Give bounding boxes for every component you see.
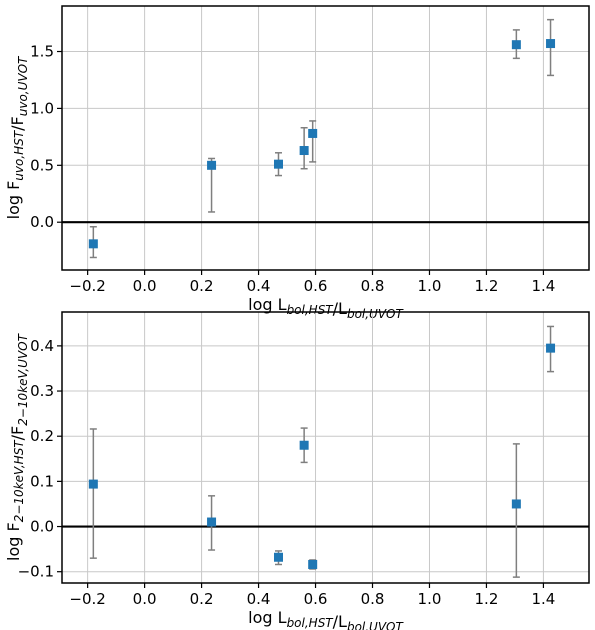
x-tick-label: 1.0 [418, 590, 442, 608]
data-point [207, 160, 217, 170]
x-tick-label: 1.0 [418, 277, 442, 295]
x-tick-label: 0.4 [247, 590, 271, 608]
x-tick-label: 0.6 [304, 590, 328, 608]
x-tick-label: −0.2 [69, 277, 105, 295]
data-point [511, 40, 521, 50]
chart-panel-bottom: −0.2 0.0 0.2 0.4 0.6 0.8 1.0 1.2 1.4 −0.1 0.0 0.1 0.… [4, 311, 590, 630]
x-tick-label: 0.0 [133, 590, 157, 608]
y-tick-label: 0.4 [30, 337, 54, 355]
data-point [88, 239, 98, 249]
y-axis-label: log Fuvo,HST/Fuvo,UVOT [4, 55, 30, 219]
y-tick-label: 0.0 [30, 518, 54, 536]
x-tick-label: 1.2 [475, 277, 499, 295]
data-point [207, 517, 217, 527]
y-tick-label: −0.1 [18, 563, 54, 581]
chart-panel-top: −0.2 0.0 0.2 0.4 0.6 0.8 1.0 1.2 1.4 0.0 0.5 1.0 1.5… [4, 5, 590, 321]
data-point [299, 146, 309, 156]
x-tick-label: −0.2 [69, 590, 105, 608]
x-tick-label: 0.0 [133, 277, 157, 295]
x-tick-label: 0.8 [361, 590, 385, 608]
y-tick-label: 0.5 [30, 156, 54, 174]
y-tick-label: 0.0 [30, 213, 54, 231]
x-tick-label: 0.4 [247, 277, 271, 295]
y-tick-label: 1.5 [30, 43, 54, 61]
plot-frame [61, 5, 590, 271]
y-tick-label: 0.1 [30, 472, 54, 490]
y-axis-label: log F2−10keV,HST/F2−10keV,UVOT [4, 332, 30, 561]
x-tick-label: 1.2 [475, 590, 499, 608]
y-tick-label: 0.3 [30, 382, 54, 400]
x-tick-label: 1.4 [531, 590, 555, 608]
x-tick-label: 1.4 [531, 277, 555, 295]
x-axis-label: log Lbol,HST/Lbol,UVOT [248, 295, 404, 321]
data-point [511, 499, 521, 509]
data-point [546, 39, 556, 49]
data-point [299, 440, 309, 450]
data-point [308, 559, 318, 569]
data-point [546, 343, 556, 353]
plot-frame [61, 311, 590, 584]
y-tick-label: 1.0 [30, 99, 54, 117]
x-axis-label: log Lbol,HST/Lbol,UVOT [248, 608, 404, 630]
x-tick-label: 0.2 [190, 277, 214, 295]
data-point [308, 128, 318, 138]
x-tick-label: 0.2 [190, 590, 214, 608]
data-point [273, 159, 283, 169]
y-tick-label: 0.2 [30, 427, 54, 445]
data-point [88, 479, 98, 489]
data-point [273, 552, 283, 562]
x-tick-label: 0.8 [361, 277, 385, 295]
x-tick-label: 0.6 [304, 277, 328, 295]
